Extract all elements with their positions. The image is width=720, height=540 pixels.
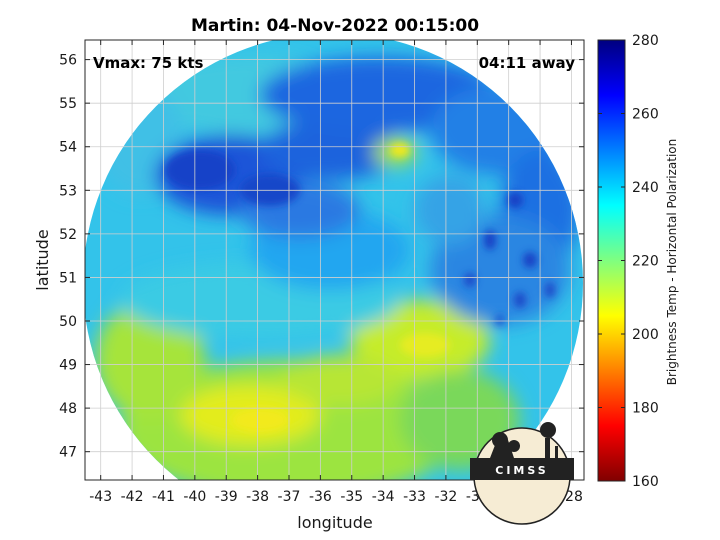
colorbar-tick-label: 260 [632,107,659,123]
y-tick-label: 49 [59,358,77,374]
x-tick-label: -37 [278,489,301,505]
y-tick-label: 53 [59,183,77,199]
y-axis: 47 48 49 50 51 52 53 54 55 56 [59,53,584,461]
cimss-logo-text: CIMSS [495,464,548,477]
x-tick-label: -39 [215,489,238,505]
x-tick-label: -35 [340,489,363,505]
y-tick-label: 56 [59,53,77,69]
away-label: 04:11 away [479,54,576,72]
colorbar [597,39,626,482]
y-tick-label: 52 [59,227,77,243]
colorbar-tick-label: 280 [632,33,659,49]
y-tick-label: 55 [59,96,77,112]
y-tick-label: 51 [59,270,77,286]
x-tick-label: -32 [434,489,457,505]
vmax-label: Vmax: 75 kts [93,54,203,72]
x-tick-label: -33 [403,489,426,505]
x-tick-label: -34 [372,489,395,505]
y-tick-label: 54 [59,140,77,156]
colorbar-tick-label: 160 [632,474,659,490]
colorbar-tick-label: 220 [632,254,659,270]
x-tick-label: -40 [183,489,206,505]
axes-frame [84,39,585,481]
y-tick-label: 50 [59,314,77,330]
colorbar-label: Brightness Temp - Horizontal Polarizatio… [665,139,679,386]
colorbar-ticks: 160 180 200 220 240 260 280 [598,33,659,490]
x-tick-label: -36 [309,489,332,505]
cimss-logo: CIMSS [470,422,574,525]
colorbar-tick-label: 200 [632,327,659,343]
chart-title: Martin: 04-Nov-2022 00:15:00 [191,16,479,36]
colorbar-tick-label: 180 [632,401,659,417]
colorbar-tick-label: 240 [632,180,659,196]
y-axis-label: latitude [33,229,52,290]
x-tick-label: -41 [152,489,175,505]
x-tick-label: -43 [89,489,112,505]
x-tick-label: -42 [121,489,144,505]
y-tick-label: 48 [59,401,77,417]
y-tick-label: 47 [59,445,77,461]
x-tick-label: -38 [246,489,269,505]
x-axis-label: longitude [297,513,372,532]
